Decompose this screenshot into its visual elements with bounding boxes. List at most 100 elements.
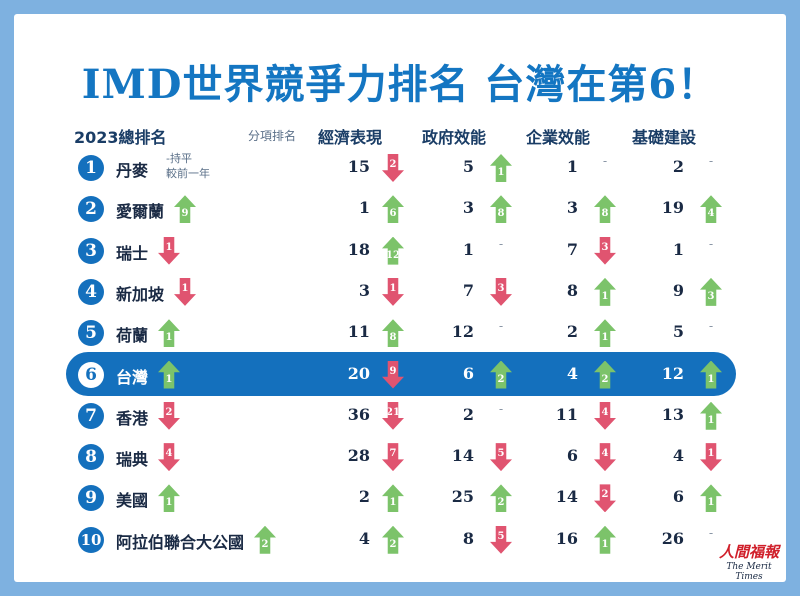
rank-value: 3	[566, 198, 578, 218]
change-amount: 7	[389, 448, 397, 460]
country-name: 瑞士	[116, 243, 149, 263]
change-amount: 1	[165, 332, 173, 344]
change-amount: 3	[707, 290, 715, 302]
rank-value: 2	[672, 157, 684, 176]
change-amount: 1	[707, 497, 715, 509]
rank-value: 1	[358, 198, 370, 218]
rank-value: 7	[566, 239, 578, 259]
rank-badge: 4	[78, 278, 104, 305]
rank-value: 8	[566, 280, 578, 300]
header-sub-rank: 分項排名	[248, 129, 297, 143]
rank-value: 7	[462, 280, 474, 300]
rank-value: 2	[358, 487, 370, 507]
no-change-mark: -	[602, 154, 608, 168]
change-amount: 1	[165, 373, 173, 385]
header-infrastructure: 基礎建設	[632, 128, 697, 147]
change-amount: 2	[497, 497, 505, 509]
country-name: 愛爾蘭	[116, 202, 165, 222]
no-change-mark: -	[498, 236, 504, 251]
change-amount: 3	[601, 241, 609, 253]
no-change-mark: -	[498, 319, 504, 334]
change-amount: 2	[261, 538, 269, 550]
change-amount: 21	[386, 406, 400, 418]
rank-value: 16	[555, 528, 578, 548]
rank-value: 25	[451, 487, 474, 507]
rank-badge: 1	[78, 155, 104, 181]
country-name: 香港	[116, 408, 149, 428]
rank-value: 9	[672, 280, 684, 300]
rank-value: 5	[462, 157, 474, 176]
rank-value: 14	[555, 487, 578, 507]
rank-badge: 7	[78, 402, 104, 429]
no-change-mark: -	[708, 319, 714, 334]
rank-value: 6	[672, 487, 684, 507]
change-amount: 2	[165, 406, 173, 418]
change-amount: 1	[165, 241, 173, 253]
rank-value: 6	[566, 446, 578, 466]
rank-badge: 3	[78, 237, 104, 264]
rank-value: 2	[462, 404, 474, 424]
change-amount: 8	[389, 332, 397, 344]
rank-value: 18	[347, 239, 370, 259]
logo-en: The Merit Times	[726, 562, 772, 582]
rank-badge: 8	[78, 444, 104, 471]
rank-badge: 10	[78, 526, 104, 553]
change-amount: 2	[497, 373, 505, 385]
change-amount: 1	[707, 414, 715, 426]
rank-value: 2	[566, 322, 578, 342]
rank-value: 5	[672, 322, 684, 342]
rank-value: 4	[672, 446, 684, 466]
rank-value: 19	[661, 198, 684, 218]
rank-badge: 5	[78, 320, 104, 347]
rank-value: 11	[347, 322, 370, 342]
change-amount: 1	[601, 290, 609, 302]
change-amount: 2	[601, 373, 609, 385]
no-change-mark: -	[498, 401, 504, 416]
rank-value: 20	[347, 363, 370, 383]
change-amount: 4	[601, 406, 609, 418]
change-amount: 1	[165, 497, 173, 509]
rank-value: 11	[555, 404, 578, 424]
header-government: 政府效能	[422, 128, 487, 147]
chart-title: IMD世界競爭力排名 台灣在第6！	[81, 61, 719, 108]
rank-value: 36	[347, 404, 370, 424]
rank-value: 15	[347, 157, 370, 176]
header-overall-rank: 2023總排名	[74, 128, 167, 147]
country-name: 新加坡	[116, 284, 165, 304]
flat-legend-note-2: 較前一年	[166, 167, 210, 180]
country-name: 丹麥	[116, 161, 149, 180]
rank-value: 12	[451, 322, 474, 342]
country-name: 瑞典	[116, 450, 149, 470]
change-amount: 1	[389, 282, 397, 294]
rank-badge: 6	[78, 361, 104, 388]
change-amount: 1	[181, 282, 189, 294]
rank-value: 6	[462, 363, 474, 383]
change-amount: 8	[497, 208, 505, 220]
rank-value: 13	[661, 404, 684, 424]
change-amount: 1	[601, 538, 609, 550]
change-amount: 1	[707, 373, 715, 385]
rank-badge: 9	[78, 485, 104, 512]
change-amount: 5	[497, 448, 505, 460]
header-economy: 經濟表現	[318, 128, 383, 147]
change-amount: 4	[707, 208, 715, 220]
header-business: 企業效能	[526, 128, 591, 147]
change-amount: 2	[389, 538, 397, 550]
change-amount: 4	[165, 448, 173, 460]
rank-value: 28	[347, 446, 370, 466]
rank-value: 12	[661, 363, 684, 383]
rank-value: 1	[566, 157, 578, 176]
country-name: 台灣	[116, 367, 149, 387]
change-amount: 2	[601, 489, 609, 501]
country-name: 阿拉伯聯合大公國	[116, 532, 245, 552]
highlight-row-bar	[66, 352, 736, 396]
change-amount: 12	[386, 249, 400, 261]
change-amount: 5	[497, 530, 505, 542]
rank-value: 1	[672, 239, 684, 259]
change-amount: 1	[601, 332, 609, 344]
rank-value: 4	[566, 363, 578, 383]
change-amount: 1	[497, 167, 505, 178]
change-amount: 9	[181, 208, 189, 220]
country-name: 美國	[116, 491, 149, 511]
rank-value: 8	[462, 528, 474, 548]
